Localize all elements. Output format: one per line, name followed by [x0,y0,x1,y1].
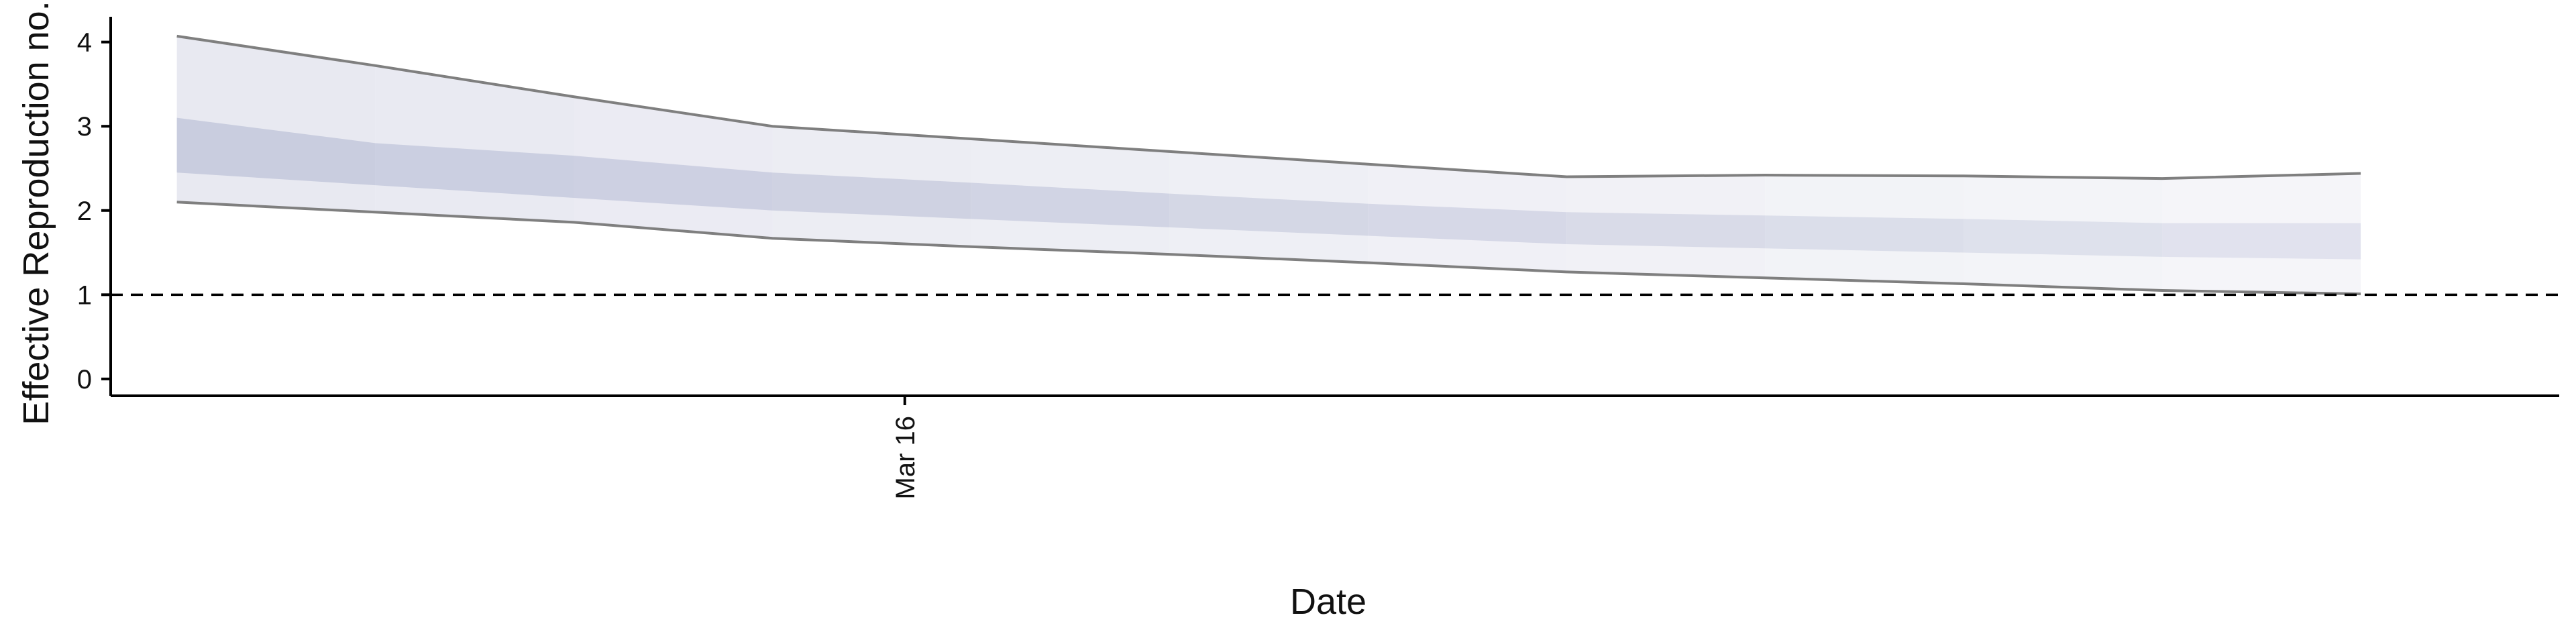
y-tick-label: 0 [77,365,92,394]
y-tick-label: 1 [77,280,92,310]
outer-band-segment [2162,173,2361,294]
y-axis-title: Effective Reproduction no. [16,1,56,425]
inner-band-segment [1368,203,1567,244]
inner-band-segment [176,117,376,186]
inner-band-segment [1765,215,1964,253]
y-tick-label: 3 [77,112,92,142]
inner-band-segment [375,143,574,198]
outline-layer [176,34,2361,296]
inner-band-segment [971,182,1170,227]
x-axis: Mar 16 [111,394,2559,500]
inner-band-segment [2162,223,2361,260]
inner-band-segment [1964,219,2163,257]
outer-upper-line [176,34,2361,180]
inner-band-segment [574,156,773,211]
inner-band-segment [1566,212,1766,249]
outer-lower-line [176,201,2361,296]
inner-band-segment [772,172,971,219]
x-tick-label: Mar 16 [891,416,920,500]
y-tick-label: 4 [77,28,92,58]
x-axis-title: Date [1290,582,1366,622]
inner-band-segment [1169,193,1368,236]
bands-layer [176,36,2361,294]
y-axis: 0 1 2 3 4 [77,17,112,396]
y-tick-label: 2 [77,197,92,226]
outer-band-segment [375,65,574,223]
